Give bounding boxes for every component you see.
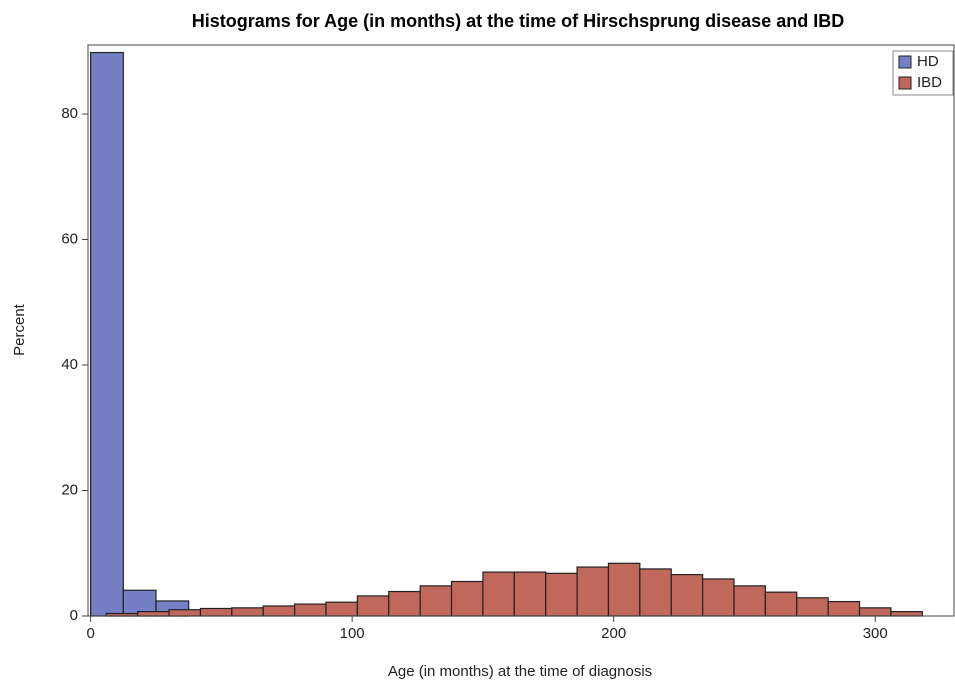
y-tick-label: 60 xyxy=(61,230,78,247)
x-tick-label: 0 xyxy=(86,625,94,642)
bar xyxy=(419,585,453,617)
bar xyxy=(576,566,610,617)
y-tick-label: 40 xyxy=(61,356,78,373)
bar xyxy=(231,607,264,617)
x-tick-label: 300 xyxy=(863,625,888,642)
legend-swatch xyxy=(898,55,912,69)
bar xyxy=(890,611,923,617)
bar xyxy=(168,609,202,617)
bar xyxy=(388,590,421,617)
bar xyxy=(356,595,390,617)
plot-frame xyxy=(87,44,955,617)
bar xyxy=(482,571,515,617)
bar xyxy=(702,578,735,617)
legend-label: HD xyxy=(917,53,939,70)
bar xyxy=(137,611,170,617)
bar xyxy=(639,568,672,617)
bar xyxy=(325,601,358,617)
bar xyxy=(858,607,892,617)
bar xyxy=(827,600,861,617)
bar xyxy=(262,605,296,617)
bar xyxy=(294,603,327,617)
bar xyxy=(513,571,547,617)
bar xyxy=(450,580,484,617)
bar xyxy=(199,607,233,617)
x-tick-label: 200 xyxy=(601,625,626,642)
legend-label: IBD xyxy=(917,74,942,91)
bar xyxy=(733,585,766,617)
x-tick-label: 100 xyxy=(340,625,365,642)
chart-title: Histograms for Age (in months) at the ti… xyxy=(192,11,844,31)
bar xyxy=(764,591,798,617)
y-tick-label: 20 xyxy=(61,481,78,498)
bar xyxy=(670,573,704,617)
bar xyxy=(545,572,578,617)
bar xyxy=(796,597,829,617)
bar xyxy=(607,562,641,617)
y-tick-label: 0 xyxy=(70,607,78,624)
legend-swatch xyxy=(898,76,912,90)
y-tick-label: 80 xyxy=(61,105,78,122)
bar xyxy=(90,51,124,617)
x-axis-label: Age (in months) at the time of diagnosis xyxy=(388,663,652,680)
y-axis-label: Percent xyxy=(11,303,28,356)
